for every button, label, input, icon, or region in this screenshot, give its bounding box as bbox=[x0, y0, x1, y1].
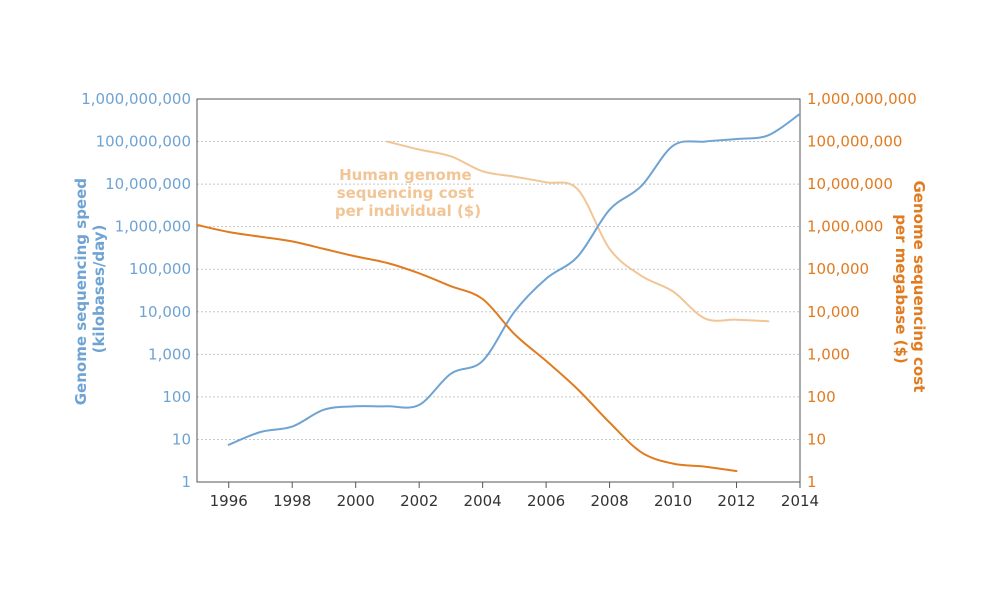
left-axis-label: Genome sequencing speed (kilobases/day) bbox=[72, 173, 108, 406]
right-tick-label: 1,000,000 bbox=[807, 218, 883, 236]
left-tick-label: 100,000 bbox=[129, 260, 191, 278]
x-tick-label: 2012 bbox=[717, 492, 755, 510]
x-tick-label: 2000 bbox=[337, 492, 375, 510]
left-tick-label: 10,000,000 bbox=[105, 175, 191, 193]
left-tick-label: 1,000 bbox=[148, 345, 191, 363]
left-tick-label: 1,000,000 bbox=[115, 218, 191, 236]
x-tick-label: 1998 bbox=[273, 492, 311, 510]
left-tick-label: 100 bbox=[162, 388, 191, 406]
x-tick-label: 2010 bbox=[654, 492, 692, 510]
x-tick-label: 2002 bbox=[400, 492, 438, 510]
right-tick-label: 10 bbox=[807, 430, 826, 448]
right-tick-label: 1 bbox=[807, 473, 817, 491]
x-tick-label: 2008 bbox=[590, 492, 628, 510]
left-tick-label: 10,000 bbox=[139, 303, 192, 321]
x-tick-label: 2014 bbox=[781, 492, 819, 510]
cost-per-individual-annotation: Human genome sequencing cost per individ… bbox=[335, 166, 481, 220]
cost-per-megabase-series-line bbox=[196, 223, 738, 473]
speed-series-line bbox=[227, 112, 801, 446]
x-tick-label: 2004 bbox=[464, 492, 502, 510]
x-tick-label: 2006 bbox=[527, 492, 565, 510]
x-axis-ticks: 1996 1998 2000 2002 2004 2006 2008 2010 2012 2014 bbox=[210, 482, 819, 510]
grid bbox=[197, 141, 800, 440]
right-axis-ticks: 1 10 100 1,000 10,000 100,000 1,000,000 10,000,… bbox=[807, 90, 917, 491]
x-tick-label: 1996 bbox=[210, 492, 248, 510]
left-tick-label: 1,000,000,000 bbox=[81, 90, 191, 108]
right-tick-label: 100 bbox=[807, 388, 836, 406]
series-layer bbox=[196, 112, 801, 473]
right-axis-label: Genome sequencing cost per megabase ($) bbox=[892, 180, 928, 397]
right-tick-label: 10,000 bbox=[807, 303, 860, 321]
plot-frame bbox=[196, 98, 801, 483]
left-tick-label: 100,000,000 bbox=[96, 133, 191, 151]
left-axis-ticks: 1 10 100 1,000 10,000 100,000 1,000,000 10,000,… bbox=[81, 90, 191, 491]
left-tick-label: 10 bbox=[172, 430, 191, 448]
right-tick-label: 1,000 bbox=[807, 345, 850, 363]
right-tick-label: 1,000,000,000 bbox=[807, 90, 917, 108]
right-tick-label: 10,000,000 bbox=[807, 175, 893, 193]
cost-per-genome-series-line bbox=[386, 140, 770, 323]
right-tick-label: 100,000 bbox=[807, 260, 869, 278]
left-tick-label: 1 bbox=[181, 473, 191, 491]
right-tick-label: 100,000,000 bbox=[807, 133, 902, 151]
